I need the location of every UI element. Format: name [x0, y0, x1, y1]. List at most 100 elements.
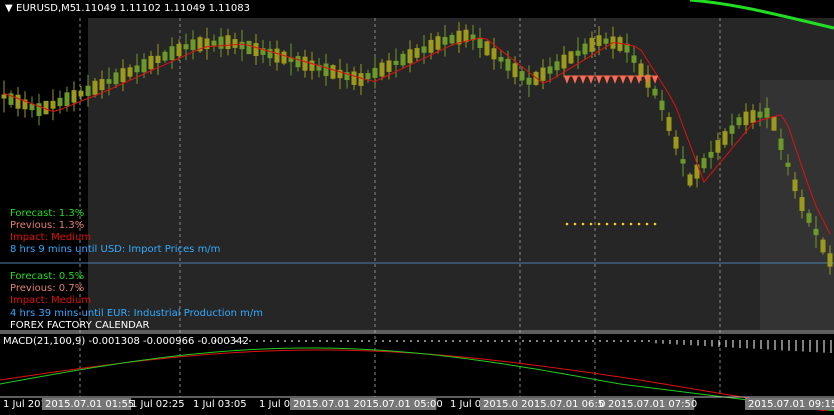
- candle-body: [92, 80, 98, 95]
- candle-body: [687, 174, 693, 186]
- candle-body: [750, 110, 756, 123]
- time-label: 2015.07.01 01:55: [45, 399, 134, 410]
- label-box: [42, 398, 132, 410]
- sell-arrow: [644, 76, 650, 84]
- candle-body: [617, 37, 623, 51]
- sell-arrow: [572, 76, 578, 84]
- candle-body: [197, 37, 203, 52]
- candle-body: [120, 68, 126, 83]
- candle-body: [316, 64, 322, 71]
- candle-body: [526, 77, 532, 85]
- candle-body: [253, 43, 259, 57]
- sell-arrow: [604, 76, 610, 84]
- sell-arrow: [652, 76, 658, 84]
- signal-dot: [645, 222, 649, 226]
- candle-body: [491, 48, 497, 60]
- candle-body: [596, 35, 602, 46]
- signal-dot: [573, 222, 577, 226]
- candle-body: [148, 55, 154, 70]
- candle-body: [183, 44, 189, 50]
- time-label: 1 Jul 03:05: [193, 399, 247, 410]
- candle-body: [106, 79, 112, 84]
- candle-body: [239, 41, 245, 50]
- sell-arrow: [564, 76, 570, 84]
- candle-body: [484, 41, 490, 56]
- candle-body: [561, 54, 567, 69]
- quotes: 1.11049 1.11102 1.11049 1.11083: [75, 3, 250, 14]
- candle-body: [57, 97, 63, 107]
- candle-body: [71, 90, 77, 103]
- previous: Previous: 1.3%: [10, 220, 84, 231]
- candle-body: [204, 38, 210, 50]
- time-label: 2015.07.01 2015.07.01 05:00: [293, 399, 443, 410]
- time-label: 1 Jul 02:25: [131, 399, 185, 410]
- candle-body: [498, 56, 504, 62]
- candle-body: [757, 111, 763, 118]
- candle-body: [428, 39, 434, 53]
- time-label: 2015.07.01 07:50: [608, 399, 697, 410]
- countdown: 8 hrs 9 mins until USD: Import Prices m/…: [10, 244, 220, 255]
- candle-body: [449, 35, 455, 44]
- candle-body: [407, 49, 413, 64]
- candle-body: [708, 151, 714, 158]
- candle-body: [547, 66, 553, 74]
- candle-body: [589, 37, 595, 52]
- signal-dot: [565, 222, 569, 226]
- sell-arrow: [596, 76, 602, 84]
- candle-body: [652, 88, 658, 96]
- candle-body: [519, 71, 525, 81]
- candle-body: [400, 53, 406, 66]
- moving-average: [3, 37, 831, 235]
- candle-body: [85, 85, 91, 96]
- impact: Impact: Medium: [10, 295, 91, 306]
- candle-body: [442, 36, 448, 45]
- signal-dot: [629, 222, 633, 226]
- sell-arrow: [620, 76, 626, 84]
- candle-body: [806, 213, 812, 223]
- candle-body: [365, 73, 371, 80]
- candle-body: [127, 67, 133, 77]
- candle-body: [764, 107, 770, 118]
- candle-body: [792, 179, 798, 192]
- candle-body: [505, 58, 511, 71]
- candle-body: [218, 36, 224, 49]
- candle-body: [281, 51, 287, 64]
- candle-body: [379, 62, 385, 77]
- time-label: 1 Jul 05: [450, 399, 488, 410]
- time-label: 2015.07.01 09:15: [748, 399, 834, 410]
- candle-body: [456, 30, 462, 45]
- candle-body: [659, 100, 665, 111]
- candle-body: [554, 61, 560, 71]
- candle-body: [743, 111, 749, 126]
- candle-body: [232, 39, 238, 48]
- candle-body: [533, 71, 539, 85]
- candle-body: [463, 29, 469, 43]
- candle-body: [624, 43, 630, 53]
- countdown: 4 hrs 39 mins until EUR: Industrial Prod…: [10, 308, 263, 319]
- candle-body: [358, 73, 364, 86]
- candle-body: [680, 159, 686, 164]
- signal-dot: [605, 222, 609, 226]
- trend-line: [689, 0, 834, 30]
- candle-body: [267, 48, 273, 59]
- candle-body: [22, 99, 28, 110]
- macd-panel: [0, 340, 834, 413]
- time-label: 1 Jul 2015: [3, 399, 53, 410]
- candle-body: [29, 103, 35, 111]
- candle-body: [414, 48, 420, 58]
- candle-body: [512, 63, 518, 78]
- candle-body: [211, 40, 217, 46]
- label-box: [290, 398, 437, 410]
- symbol-marker: ▼: [5, 3, 13, 14]
- candle-body: [169, 46, 175, 60]
- candle-body: [540, 67, 546, 81]
- candle-body: [820, 239, 826, 253]
- calendar-title: FOREX FACTORY CALENDAR: [10, 320, 150, 331]
- candle-body: [64, 92, 70, 107]
- candle-body: [295, 56, 301, 68]
- indicator-label: MACD(21,100,9) -0.001308 -0.000966 -0.00…: [3, 336, 249, 347]
- candle-body: [225, 35, 231, 50]
- candle-body: [274, 48, 280, 63]
- signals: [564, 75, 658, 226]
